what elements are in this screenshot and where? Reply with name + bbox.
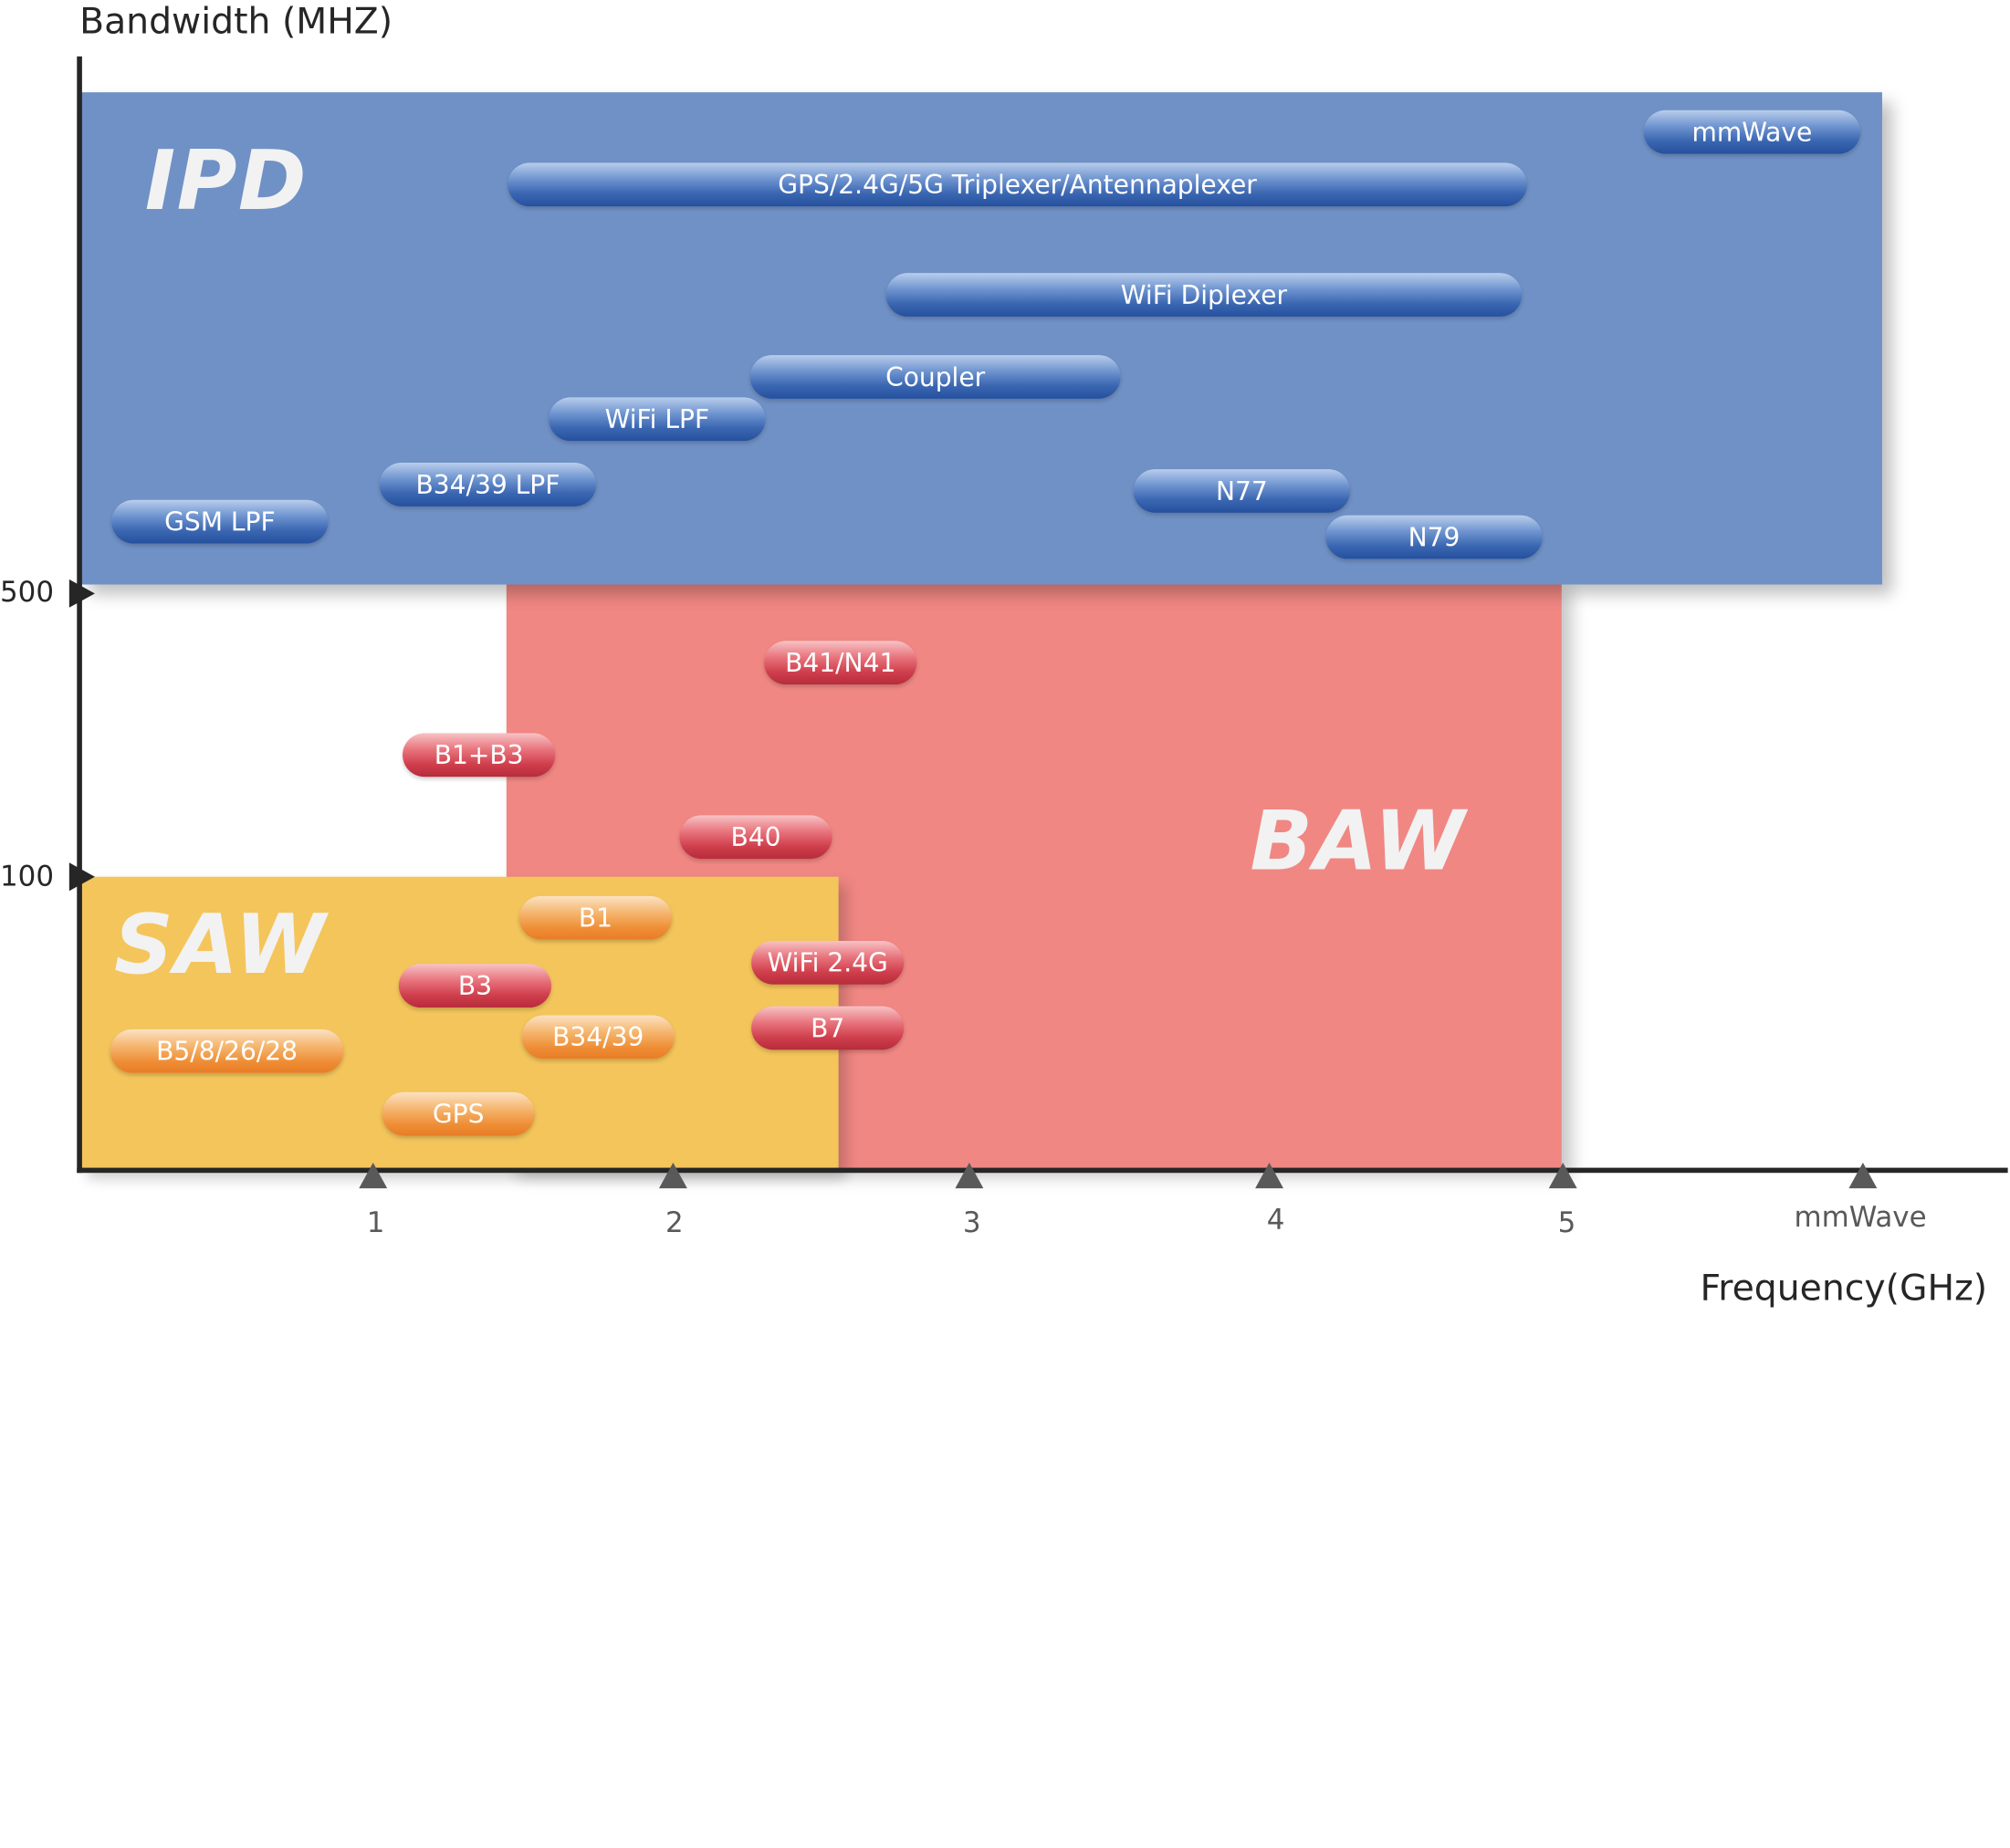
saw-filter-pill: B1 — [518, 895, 673, 940]
x-axis-title: Frequency(GHz) — [1700, 1266, 1988, 1310]
saw-filter-pill: B5/8/26/28 — [110, 1028, 344, 1073]
ipd-filter-pill: Coupler — [749, 355, 1121, 399]
x-tick-marker — [1548, 1162, 1577, 1189]
baw-filter-pill: B40 — [679, 815, 832, 860]
x-tick-marker — [1255, 1162, 1284, 1189]
x-tick-marker — [359, 1162, 388, 1189]
baw-filter-pill: B7 — [751, 1006, 905, 1050]
filter-technology-diagram: IPD BAW SAW mmWave GPS/2.4G/5G Triplexer… — [0, 0, 2008, 1309]
saw-region-label: SAW — [114, 898, 327, 994]
x-tick-label: 3 — [962, 1207, 981, 1240]
x-tick-marker — [1848, 1162, 1878, 1189]
saw-filter-pill: GPS — [382, 1091, 535, 1136]
baw-filter-pill: WiFi 2.4G — [751, 940, 905, 985]
y-axis-line — [77, 56, 82, 1174]
baw-filter-pill: B3 — [398, 964, 551, 1008]
x-tick-marker — [658, 1162, 687, 1189]
x-tick-label: 4 — [1266, 1205, 1285, 1237]
baw-region-label: BAW — [1250, 794, 1467, 890]
y-tick-label: 100 — [0, 861, 54, 894]
x-tick-label: 1 — [366, 1207, 385, 1240]
y-tick-marker — [68, 579, 95, 608]
baw-filter-pill: B41/N41 — [764, 641, 917, 685]
ipd-region-label: IPD — [144, 134, 308, 230]
x-tick-label: mmWave — [1794, 1202, 1927, 1235]
x-tick-label: 2 — [665, 1207, 684, 1240]
ipd-filter-pill: N79 — [1325, 515, 1543, 559]
y-axis-title: Bandwidth (MHZ) — [79, 0, 393, 43]
ipd-filter-pill: GSM LPF — [111, 499, 329, 544]
x-tick-marker — [955, 1162, 984, 1189]
y-tick-marker — [68, 862, 95, 892]
x-axis-line — [77, 1167, 2008, 1174]
ipd-filter-pill: N77 — [1133, 469, 1351, 513]
y-tick-label: 500 — [0, 577, 54, 610]
ipd-filter-pill: B34/39 LPF — [379, 463, 597, 506]
saw-filter-pill: B34/39 — [521, 1015, 675, 1060]
baw-filter-pill: B1+B3 — [403, 733, 556, 778]
ipd-filter-pill: WiFi Diplexer — [885, 273, 1523, 317]
ipd-filter-pill: GPS/2.4G/5G Triplexer/Antennaplexer — [508, 162, 1527, 207]
ipd-filter-pill: mmWave — [1643, 110, 1861, 154]
ipd-filter-pill: WiFi LPF — [549, 397, 766, 442]
x-tick-label: 5 — [1557, 1207, 1576, 1240]
